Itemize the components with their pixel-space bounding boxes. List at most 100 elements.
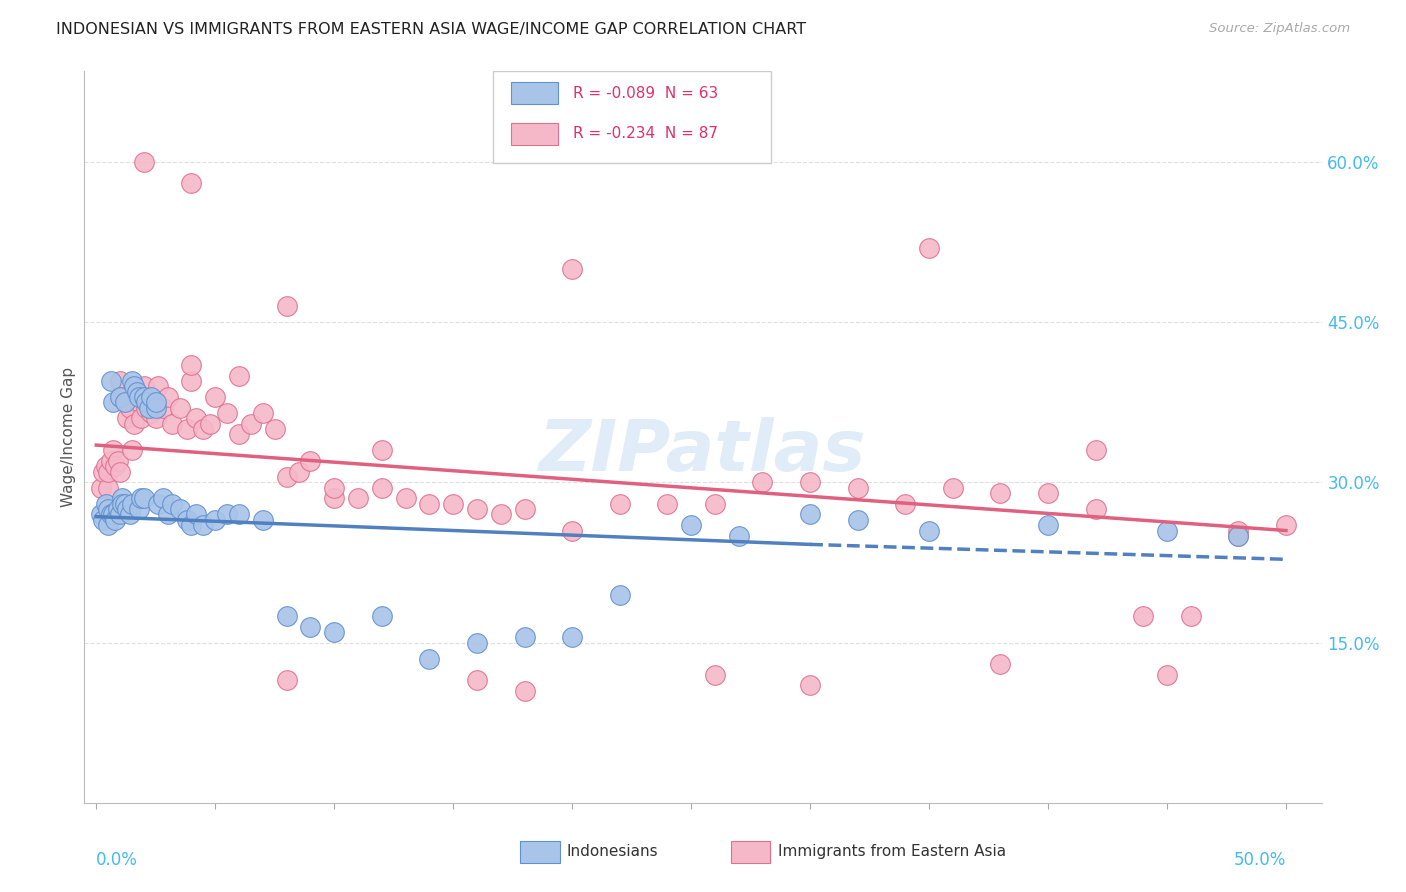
FancyBboxPatch shape (492, 71, 770, 162)
Point (131, 491, 153, 506)
Point (200, 417, 222, 431)
Point (152, 401, 174, 415)
Point (124, 379, 146, 393)
Point (513, 630, 536, 644)
Point (169, 502, 191, 516)
Point (111, 497, 134, 511)
Point (128, 395, 150, 409)
Point (104, 459, 127, 474)
Point (371, 609, 394, 624)
Point (1084, 502, 1107, 516)
Point (121, 374, 143, 388)
Point (108, 390, 131, 404)
Point (97, 502, 120, 516)
Text: 0.0%: 0.0% (96, 851, 138, 869)
Point (1227, 529, 1250, 543)
Point (990, 486, 1012, 500)
Point (180, 177, 202, 191)
Point (138, 395, 160, 409)
Point (138, 401, 160, 415)
Point (299, 454, 322, 468)
Point (132, 379, 155, 393)
Point (114, 497, 136, 511)
Text: Source: ZipAtlas.com: Source: ZipAtlas.com (1209, 22, 1350, 36)
Point (276, 609, 298, 624)
Point (681, 518, 703, 533)
Point (323, 491, 346, 506)
Point (217, 508, 239, 522)
Point (276, 673, 298, 687)
Text: 50.0%: 50.0% (1233, 851, 1286, 869)
Point (263, 422, 285, 436)
Point (703, 497, 725, 511)
Bar (512, 82, 558, 104)
Point (108, 465, 131, 479)
Point (217, 406, 239, 420)
Point (751, 475, 773, 490)
Point (1275, 518, 1298, 533)
Point (169, 401, 191, 415)
Point (145, 395, 167, 409)
Point (1036, 486, 1059, 500)
Point (100, 374, 122, 388)
Point (124, 417, 146, 431)
Point (299, 619, 322, 633)
Point (1156, 667, 1178, 681)
Bar (731, 841, 770, 863)
Point (918, 241, 941, 255)
Point (180, 518, 202, 533)
Point (180, 374, 202, 388)
Point (108, 374, 131, 388)
Point (118, 508, 141, 522)
Point (111, 491, 134, 506)
Point (561, 261, 583, 276)
Point (108, 508, 131, 522)
Point (703, 667, 725, 681)
Point (125, 384, 148, 399)
Point (145, 401, 167, 415)
Point (942, 481, 965, 495)
Point (101, 395, 124, 409)
Point (1227, 529, 1250, 543)
Point (118, 401, 141, 415)
Point (394, 491, 416, 506)
Point (156, 390, 179, 404)
Point (94, 497, 117, 511)
Y-axis label: Wage/Income Gap: Wage/Income Gap (60, 367, 76, 508)
Text: ZIPatlas: ZIPatlas (540, 417, 866, 486)
Point (1180, 609, 1202, 624)
Point (104, 513, 127, 527)
Point (93, 513, 115, 527)
Point (107, 454, 129, 468)
Point (101, 443, 124, 458)
Point (162, 417, 184, 431)
Bar (520, 841, 560, 863)
Point (100, 454, 122, 468)
Text: R = -0.234  N = 87: R = -0.234 N = 87 (574, 126, 718, 141)
Point (186, 411, 208, 425)
Point (139, 406, 162, 420)
Point (111, 390, 134, 404)
Point (115, 502, 138, 516)
Point (145, 411, 167, 425)
Point (193, 518, 215, 533)
Point (132, 491, 155, 506)
Point (114, 395, 136, 409)
Point (100, 508, 122, 522)
Point (97, 481, 120, 495)
Point (252, 513, 274, 527)
Point (115, 411, 138, 425)
Point (441, 497, 464, 511)
Point (799, 508, 821, 522)
Point (609, 588, 631, 602)
Point (1227, 524, 1250, 538)
Point (990, 657, 1012, 671)
Point (465, 635, 488, 649)
Point (799, 678, 821, 692)
Point (513, 502, 536, 516)
Point (101, 508, 124, 522)
Point (846, 513, 869, 527)
Point (135, 401, 157, 415)
Point (347, 491, 370, 506)
Point (176, 422, 198, 436)
